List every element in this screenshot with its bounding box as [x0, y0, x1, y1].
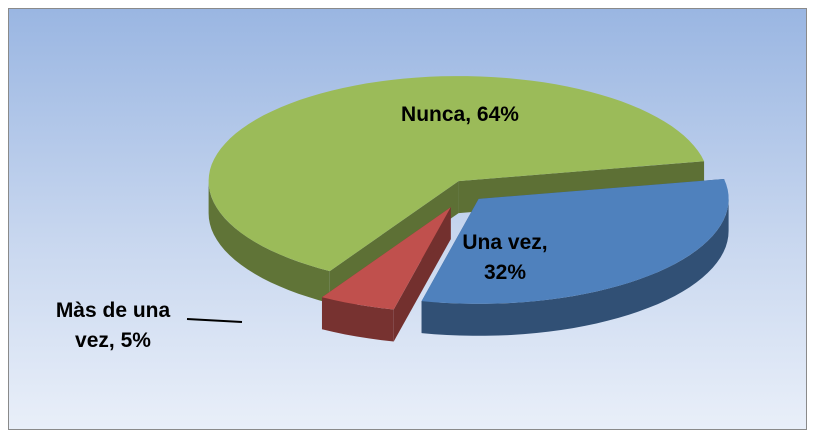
leader-line [186, 318, 243, 323]
slice-top [208, 76, 705, 272]
pie-slice [321, 207, 451, 342]
slice-wall [421, 198, 729, 336]
data-label: Nunca, 64% [401, 103, 519, 126]
pie-slice [421, 179, 729, 336]
slice-top [322, 207, 451, 310]
slice-wall [322, 297, 394, 342]
data-label: Una vez, 32% [462, 231, 548, 284]
slice-top [421, 179, 729, 304]
slice-wall [208, 181, 330, 304]
data-label: Màs de una vez, 5% [55, 299, 171, 352]
